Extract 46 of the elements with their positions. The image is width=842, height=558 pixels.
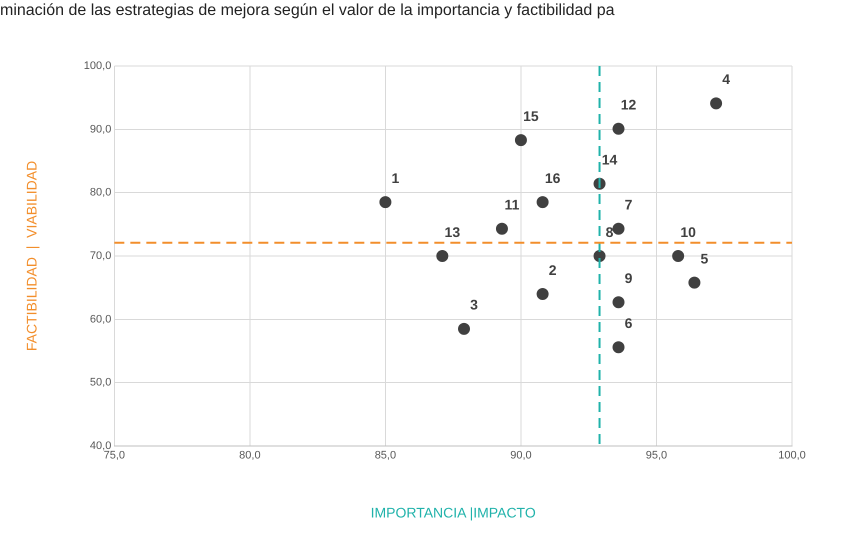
- annotation: 9: [624, 270, 633, 286]
- y-tick-label: 80,0: [90, 186, 112, 199]
- annotation: 11: [504, 196, 520, 213]
- point: [710, 97, 722, 110]
- point: [688, 276, 700, 289]
- point: [436, 250, 448, 262]
- x-tick-label: 100,0: [778, 450, 806, 462]
- annotation: 2: [548, 262, 557, 278]
- y-tick-label: 90,0: [90, 123, 112, 136]
- annotation: 15: [523, 108, 539, 124]
- chart-title: minación de las estrategias de mejora según el valor de la importancia y factibilidad pa: [0, 1, 616, 21]
- point: [612, 222, 625, 235]
- point: [612, 341, 625, 354]
- x-tick-label: 90,0: [510, 450, 532, 462]
- point: [612, 296, 625, 308]
- annotation: 7: [624, 196, 633, 213]
- x-tick-label: 80,0: [239, 450, 261, 462]
- y-tick-label: 50,0: [90, 376, 112, 389]
- annotation: 6: [624, 315, 633, 332]
- x-tick-label: 85,0: [374, 450, 396, 462]
- point: [496, 222, 508, 235]
- y-tick-label: 100,0: [84, 60, 112, 72]
- point: [458, 322, 470, 335]
- point: [536, 288, 549, 300]
- annotation: 1: [392, 170, 400, 186]
- point: [514, 134, 527, 146]
- x-tick-label: 95,0: [646, 450, 668, 462]
- annotation: 8: [606, 224, 614, 240]
- x-axis-title: IMPORTANCIA |IMPACTO: [370, 504, 536, 520]
- y-tick-label: 40,0: [90, 440, 112, 452]
- point: [612, 122, 625, 135]
- point: [379, 196, 392, 208]
- point: [672, 250, 684, 262]
- annotation: 3: [470, 296, 478, 313]
- annotation: 14: [602, 152, 618, 168]
- annotation: 4: [722, 71, 730, 88]
- annotation: 12: [620, 96, 637, 113]
- y-tick-label: 60,0: [90, 313, 112, 326]
- annotation: 10: [680, 224, 696, 240]
- annotation: 13: [444, 224, 460, 240]
- y-tick-label: 70,0: [90, 250, 112, 262]
- annotation: 16: [544, 170, 561, 186]
- y-axis-title: FACTIBILIDAD | VIABILIDAD: [23, 160, 40, 352]
- annotation: 5: [700, 250, 709, 266]
- point: [536, 196, 549, 208]
- x-tick-label: 75,0: [104, 450, 126, 462]
